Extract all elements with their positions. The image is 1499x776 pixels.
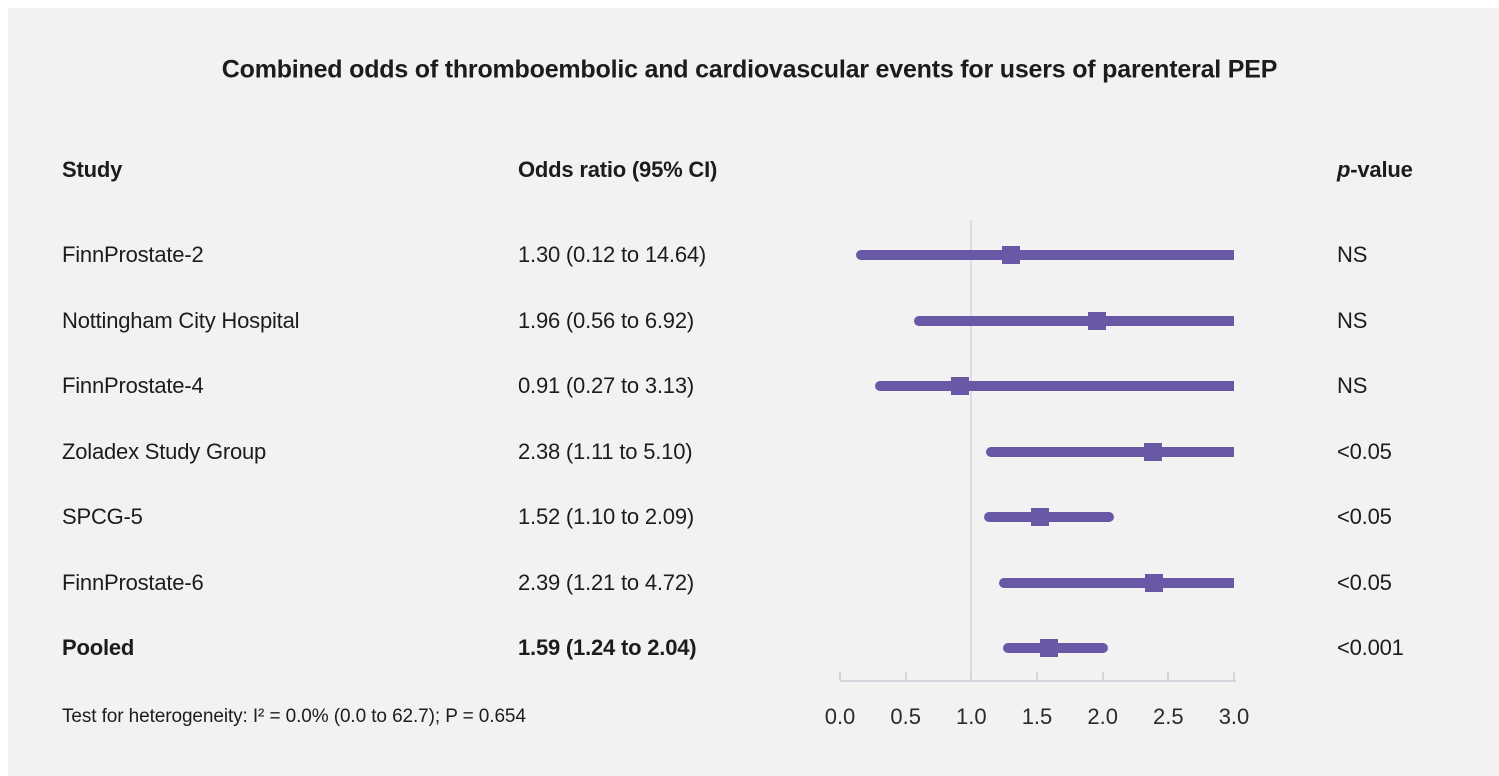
confidence-interval-line — [998, 577, 1234, 588]
confidence-interval-line — [875, 381, 1234, 391]
p-value: NS — [1337, 307, 1368, 333]
p-value: <0.001 — [1337, 635, 1404, 660]
p-value-suffix: -value — [1350, 157, 1413, 182]
study-label: FinnProstate-4 — [62, 373, 204, 398]
p-value: NS — [1337, 242, 1368, 267]
p-value: <0.05 — [1337, 504, 1392, 529]
x-axis-tick-label: 1.5 — [1021, 704, 1053, 729]
x-axis-line — [840, 680, 1236, 682]
odds-ratio-ci-value: 0.91 (0.27 to 3.13) — [518, 373, 694, 398]
x-axis-tick-label: 3.0 — [1218, 704, 1250, 729]
x-axis-tick — [1035, 672, 1038, 680]
confidence-interval-line — [984, 512, 1115, 522]
confidence-interval-line — [913, 315, 1234, 326]
x-axis-tick-label: 1.0 — [956, 704, 987, 729]
odds-ratio-ci-value: 1.96 (0.56 to 6.92) — [518, 307, 694, 333]
heterogeneity-footnote: Test for heterogeneity: I² = 0.0% (0.0 t… — [62, 706, 526, 727]
study-label: FinnProstate-2 — [62, 242, 204, 267]
study-label: FinnProstate-6 — [62, 569, 204, 595]
p-value: NS — [1337, 373, 1368, 398]
x-axis-tick — [1167, 672, 1170, 680]
column-header-study: Study — [62, 157, 123, 182]
odds-ratio-marker — [950, 377, 969, 395]
study-label: Zoladex Study Group — [62, 438, 267, 464]
odds-ratio-marker — [1039, 639, 1058, 657]
confidence-interval-line — [985, 446, 1234, 457]
x-axis-tick — [1101, 672, 1104, 680]
x-axis-tick-label: 2.0 — [1087, 704, 1118, 729]
column-header-p-value: p-value — [1337, 157, 1413, 183]
chart-title: Combined odds of thromboembolic and card… — [221, 55, 1278, 84]
x-axis-tick — [1232, 672, 1235, 680]
odds-ratio-marker — [1143, 442, 1162, 461]
odds-ratio-marker — [1088, 311, 1107, 330]
odds-ratio-marker — [1030, 508, 1049, 526]
x-axis-tick — [904, 672, 907, 680]
x-axis-tick-label: 0.5 — [890, 704, 921, 729]
p-value: <0.05 — [1337, 438, 1392, 464]
page-edge-left — [0, 0, 8, 776]
odds-ratio-ci-value: 2.39 (1.21 to 4.72) — [518, 569, 694, 595]
x-axis-tick — [839, 672, 841, 680]
odds-ratio-ci-value: 1.59 (1.24 to 2.04) — [518, 635, 697, 660]
study-label: Nottingham City Hospital — [62, 307, 300, 333]
confidence-interval-line — [855, 250, 1234, 260]
study-label: SPCG-5 — [62, 504, 143, 529]
x-axis-tick-label: 0.0 — [824, 704, 856, 729]
x-axis-tick-label: 2.5 — [1153, 704, 1184, 729]
odds-ratio-marker — [1144, 573, 1163, 592]
reference-line — [970, 220, 973, 682]
study-label: Pooled — [62, 635, 135, 660]
x-axis-tick — [970, 672, 973, 680]
page-edge-top — [0, 0, 1499, 8]
column-header-odds-ratio: Odds ratio (95% CI) — [518, 157, 718, 182]
p-value: <0.05 — [1337, 569, 1392, 595]
odds-ratio-ci-value: 1.52 (1.10 to 2.09) — [518, 504, 694, 529]
odds-ratio-ci-value: 1.30 (0.12 to 14.64) — [518, 242, 707, 267]
p-italic: p — [1337, 157, 1351, 182]
odds-ratio-ci-value: 2.38 (1.11 to 5.10) — [518, 438, 693, 464]
odds-ratio-marker — [1001, 246, 1020, 264]
